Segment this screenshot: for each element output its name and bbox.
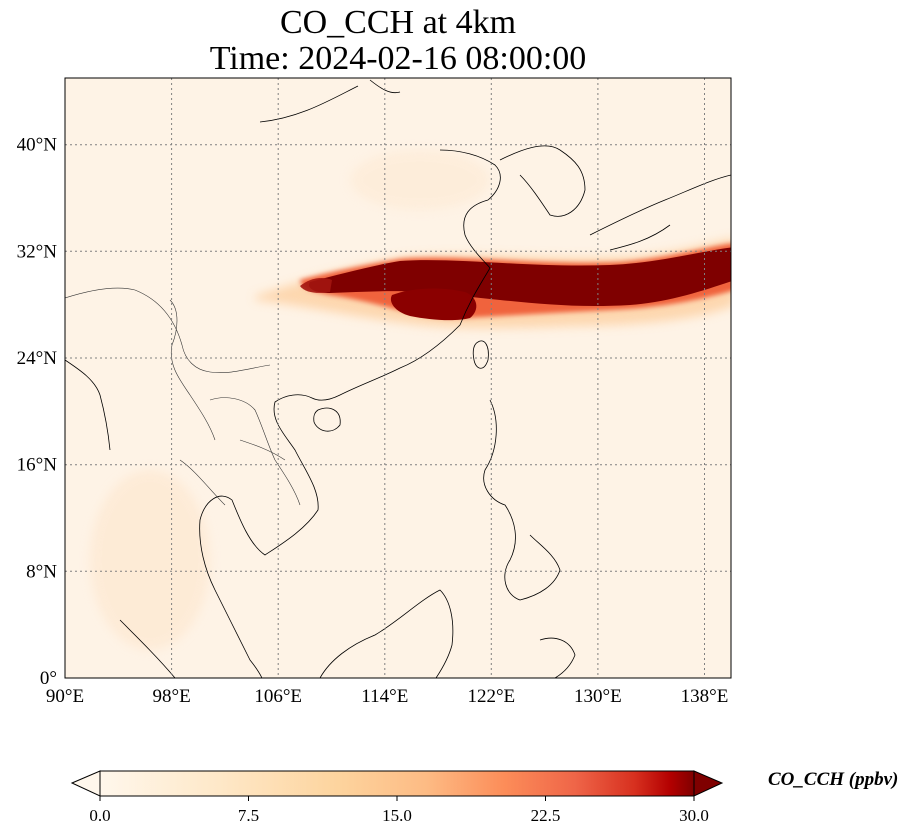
country-border: [169, 299, 216, 441]
coastline-sulawesi: [539, 637, 576, 678]
lon-tick-label: 130°E: [574, 686, 622, 707]
coastline-sumatra: [119, 619, 176, 678]
coastline-india: [65, 359, 111, 451]
coastline-korea: [499, 145, 586, 217]
coastline-taiwan: [472, 340, 489, 369]
lat-tick-label: 0°: [40, 668, 57, 689]
coastline-borneo: [319, 589, 454, 678]
coastline-japan: [589, 174, 731, 251]
colorbar-extend-low: [70, 770, 101, 797]
lon-tick-label: 122°E: [467, 686, 515, 707]
lon-tick-label: 106°E: [254, 686, 302, 707]
lon-tick-label: 90°E: [46, 686, 84, 707]
lon-tick-label: 98°E: [152, 686, 190, 707]
plume-tail: [300, 278, 332, 293]
colorbar-extend-high: [693, 770, 724, 797]
colorbar-ticks: [99, 796, 695, 801]
borders: [65, 287, 301, 506]
lon-tick-label: 114°E: [361, 686, 408, 707]
lat-tick-label: 32°N: [17, 241, 58, 262]
lon-tick-label: 138°E: [681, 686, 729, 707]
lon-tick-labels: 90°E 98°E 106°E 114°E 122°E 130°E 138°E: [46, 686, 728, 707]
faint-concentration-patch: [90, 470, 210, 650]
colorbar-tick-label: 15.0: [382, 806, 412, 825]
country-border: [179, 459, 226, 506]
lat-tick-label: 16°N: [17, 455, 58, 476]
coastline-hainan: [313, 407, 341, 432]
coastlines: [65, 79, 731, 678]
chart-subtitle-time: Time: 2024-02-16 08:00:00: [209, 40, 587, 77]
co-plume: [255, 238, 731, 329]
colorbar-tick-label: 7.5: [238, 806, 259, 825]
coastline-philippines: [483, 399, 561, 601]
colorbar-label: CO_CCH (ppbv): [768, 769, 899, 790]
plume-core-lobe: [390, 288, 477, 321]
lat-tick-labels: 0° 8°N 16°N 24°N 32°N 40°N: [17, 135, 58, 689]
faint-concentration-patch: [350, 150, 490, 210]
colorbar-tick-label: 0.0: [89, 806, 110, 825]
colorbar-tick-labels: 0.0 7.5 15.0 22.5 30.0: [89, 806, 709, 825]
gridlines: [65, 78, 731, 678]
country-border: [65, 287, 271, 373]
lat-tick-label: 8°N: [26, 561, 57, 582]
map-frame: [64, 77, 732, 679]
colorbar-tick-label: 30.0: [679, 806, 709, 825]
coastline-mainland: [199, 79, 501, 678]
country-border: [209, 397, 301, 506]
colorbar-gradient: [99, 770, 695, 797]
lat-tick-label: 40°N: [17, 135, 58, 156]
lat-tick-label: 24°N: [17, 348, 58, 369]
colorbar: 0.0 7.5 15.0 22.5 30.0: [70, 770, 724, 825]
country-border: [239, 439, 286, 461]
chart-title: CO_CCH at 4km: [279, 4, 517, 41]
colorbar-tick-label: 22.5: [531, 806, 561, 825]
